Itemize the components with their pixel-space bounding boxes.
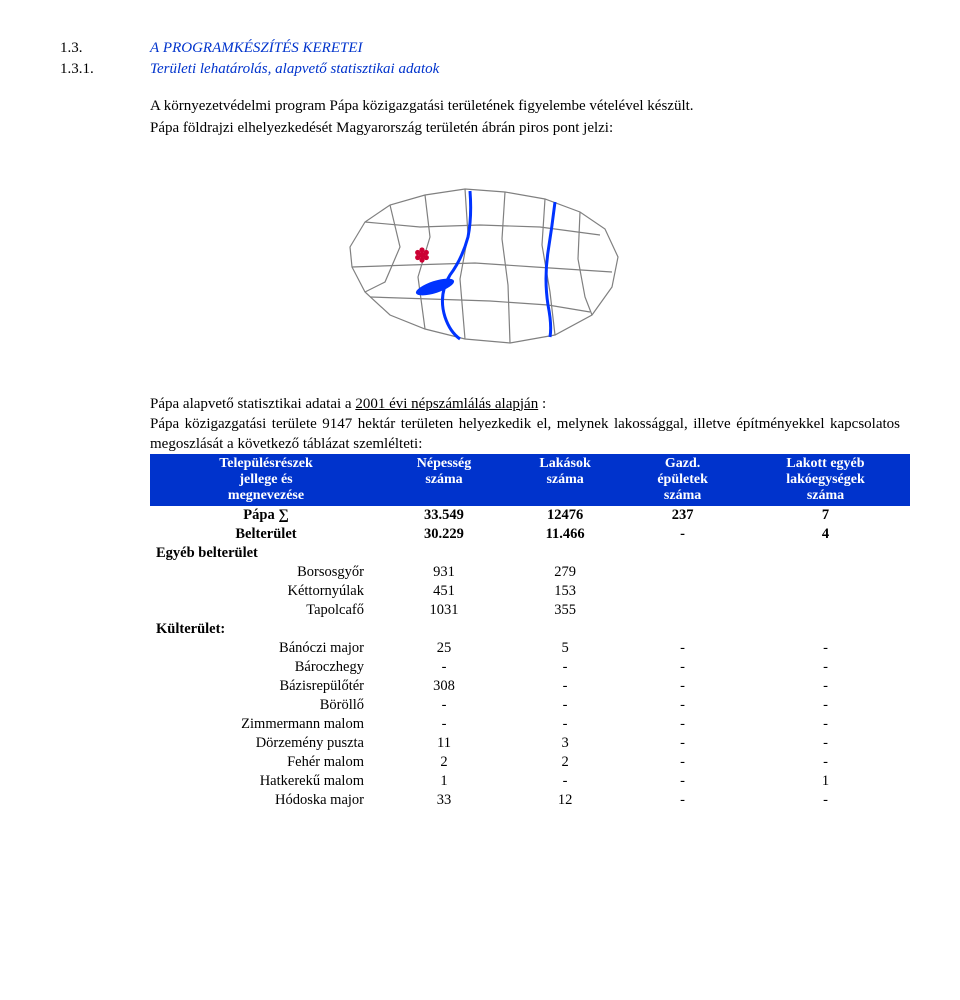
- table-row: Külterület:: [150, 620, 910, 639]
- table-row: Bázisrepülőtér 308 - - -: [150, 677, 910, 696]
- paragraph-4: Pápa közigazgatási területe 9147 hektár …: [150, 414, 900, 455]
- table-row: Hódoska major 33 12 - -: [150, 791, 910, 810]
- paragraph-1: A környezetvédelmi program Pápa közigazg…: [150, 96, 900, 116]
- table-row: Kéttornyúlak 451 153: [150, 582, 910, 601]
- table-header-row: Településrészek jellege és megnevezése N…: [150, 454, 910, 506]
- settlement-table: Településrészek jellege és megnevezése N…: [150, 454, 910, 810]
- table-row: Bároczhegy - - - -: [150, 658, 910, 677]
- table-row: Pápa ∑ 33.549 12476 237 7: [150, 506, 910, 525]
- map-figure: [60, 167, 900, 362]
- table-row: Zimmermann malom - - - -: [150, 715, 910, 734]
- table-row: Böröllő - - - -: [150, 696, 910, 715]
- section-title-1: A PROGRAMKÉSZÍTÉS KERETEI: [150, 40, 363, 57]
- paragraph-2: Pápa földrajzi elhelyezkedését Magyarors…: [150, 118, 900, 138]
- table-row: Dörzemény puszta 11 3 - -: [150, 734, 910, 753]
- table-header-dwellings: Lakások száma: [506, 454, 624, 506]
- table-row: Bánóczi major 25 5 - -: [150, 639, 910, 658]
- section-title-2: Területi lehatárolás, alapvető statiszti…: [150, 61, 439, 78]
- table-header-name: Településrészek jellege és megnevezése: [150, 454, 382, 506]
- table-row: Belterület 30.229 11.466 - 4: [150, 525, 910, 544]
- table-row: Fehér malom 2 2 - -: [150, 753, 910, 772]
- hungary-map-icon: [330, 167, 630, 357]
- paragraph-3: Pápa alapvető statisztikai adatai a 2001…: [150, 394, 900, 414]
- section-heading-2: 1.3.1. Területi lehatárolás, alapvető st…: [60, 61, 900, 78]
- table-row: Hatkerekű malom 1 - - 1: [150, 772, 910, 791]
- table-header-other-units: Lakott egyéb lakóegységek száma: [741, 454, 910, 506]
- table-row: Tapolcafő 1031 355: [150, 601, 910, 620]
- table-row: Borsosgyőr 931 279: [150, 563, 910, 582]
- section-heading-1: 1.3. A PROGRAMKÉSZÍTÉS KERETEI: [60, 40, 900, 57]
- table-row: Egyéb belterület: [150, 544, 910, 563]
- section-number-2: 1.3.1.: [60, 61, 150, 78]
- section-number-1: 1.3.: [60, 40, 150, 57]
- table-header-econ-buildings: Gazd. épületek száma: [624, 454, 741, 506]
- table-header-population: Népesség száma: [382, 454, 506, 506]
